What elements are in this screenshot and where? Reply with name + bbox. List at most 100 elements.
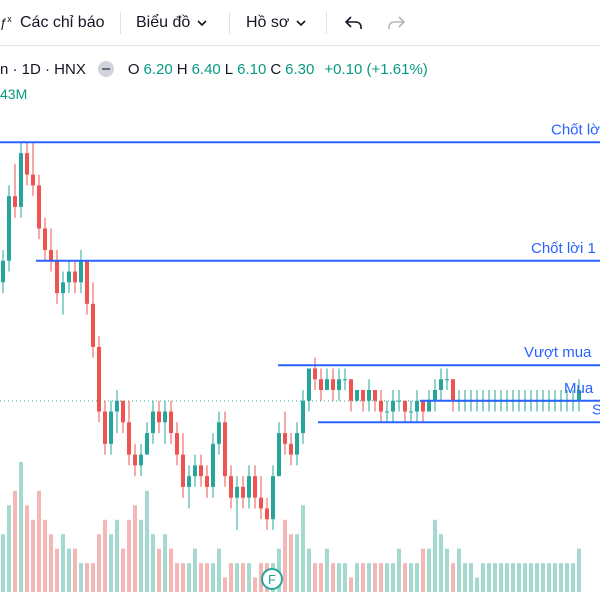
candle-body xyxy=(445,379,449,381)
indicators-fx-icon[interactable]: ƒx xyxy=(0,14,12,31)
volume-bar xyxy=(403,563,407,592)
horizontal-lines[interactable]: Chốt lời Chốt lời 1 Vượt mua Mua S xyxy=(0,121,600,424)
undo-icon[interactable] xyxy=(344,14,364,32)
open-value: 6.20 xyxy=(143,60,173,78)
chart-menu-button[interactable]: Biểu đồ xyxy=(136,10,208,36)
candle-body xyxy=(355,390,359,401)
volume-bar xyxy=(451,563,455,592)
volume-bar xyxy=(121,548,125,592)
volume-bar xyxy=(397,548,401,592)
volume-bar xyxy=(283,519,287,592)
candle-body xyxy=(1,260,5,283)
event-badge-label: F xyxy=(268,572,276,587)
candle-body xyxy=(49,250,53,261)
volume-bar xyxy=(25,505,29,592)
legend-collapse-icon[interactable] xyxy=(97,61,114,77)
candle-body xyxy=(19,153,23,207)
candle-body xyxy=(115,400,119,412)
chart-menu-label: Biểu đồ xyxy=(136,14,191,31)
volume-bar xyxy=(7,505,11,592)
volume-bar xyxy=(289,534,293,592)
candle-body xyxy=(85,260,89,304)
volume-bar xyxy=(115,519,119,592)
candle-body xyxy=(193,465,197,477)
candle-body xyxy=(175,433,179,455)
volume-bar xyxy=(181,563,185,592)
candle-body xyxy=(265,508,269,520)
candle-body xyxy=(145,433,149,455)
candle-body xyxy=(409,411,413,413)
volume-bar xyxy=(499,563,503,592)
volume-bar xyxy=(307,548,311,592)
candle-body xyxy=(451,379,455,401)
volume-bar xyxy=(49,534,53,592)
volume-bar xyxy=(475,577,479,592)
volume-bar xyxy=(505,563,509,592)
volume-bar xyxy=(367,563,371,592)
candle-body xyxy=(295,433,299,455)
redo-icon[interactable] xyxy=(386,14,406,32)
candle-body xyxy=(349,379,353,401)
horizontal-line-label: Mua xyxy=(564,380,594,397)
volume-bar xyxy=(433,519,437,592)
indicators-button[interactable]: Các chỉ báo xyxy=(20,10,105,36)
volume-bar xyxy=(361,563,365,592)
volume-bar xyxy=(313,563,317,592)
candle-body xyxy=(247,476,251,498)
volume-bar xyxy=(61,534,65,592)
candle-body xyxy=(205,476,209,487)
candle-body xyxy=(55,260,59,294)
volume-bar xyxy=(127,519,131,592)
volume-bar xyxy=(13,490,17,592)
candle-body xyxy=(73,271,77,283)
volume-bar xyxy=(109,534,113,592)
event-badge[interactable]: F xyxy=(261,568,283,590)
candle-body xyxy=(421,400,425,412)
candles xyxy=(1,142,581,530)
candle-body xyxy=(283,433,287,444)
candle-body xyxy=(271,476,275,520)
volume-bar xyxy=(301,505,305,592)
volume-bar xyxy=(205,563,209,592)
candle-body xyxy=(415,400,419,412)
candle-body xyxy=(241,486,245,498)
ohlc-values: O 6.20 H 6.40 L 6.10 C 6.30 +0.10 (+1.61%) xyxy=(128,61,428,78)
change-value: +0.10 (+1.61%) xyxy=(324,60,428,78)
symbol-label[interactable]: n · 1D · HNX xyxy=(0,60,86,78)
volume-bar xyxy=(421,548,425,592)
volume-bar xyxy=(151,534,155,592)
candle-body xyxy=(439,379,443,390)
volume-bar xyxy=(493,563,497,592)
candle-body xyxy=(103,411,107,444)
volume-bar xyxy=(529,563,533,592)
profile-menu-button[interactable]: Hồ sơ xyxy=(246,10,307,36)
volume-bar xyxy=(457,548,461,592)
candle-body xyxy=(163,411,167,423)
candle-body xyxy=(331,379,335,390)
candle-body xyxy=(289,443,293,455)
low-value: 6.10 xyxy=(237,60,267,78)
candle-body xyxy=(139,454,143,466)
close-value: 6.30 xyxy=(285,60,315,78)
volume-bar xyxy=(517,563,521,592)
candle-body xyxy=(187,476,191,487)
candle-body xyxy=(307,368,311,401)
volume-bar xyxy=(73,548,77,592)
indicators-label: Các chỉ báo xyxy=(20,14,105,31)
volume-bar xyxy=(439,534,443,592)
volume-bar xyxy=(55,548,59,592)
horizontal-line-label: S xyxy=(592,401,600,418)
candle-body xyxy=(7,196,11,261)
candle-body xyxy=(373,390,377,401)
volume-bar xyxy=(103,519,107,592)
candle-body xyxy=(211,443,215,487)
volume-bar xyxy=(43,519,47,592)
candle-body xyxy=(313,368,317,380)
toolbar-divider xyxy=(120,12,121,34)
volume-bar xyxy=(415,563,419,592)
volume-bar xyxy=(325,548,329,592)
candle-body xyxy=(61,282,65,294)
low-key: L xyxy=(224,60,234,78)
high-value: 6.40 xyxy=(191,60,221,78)
